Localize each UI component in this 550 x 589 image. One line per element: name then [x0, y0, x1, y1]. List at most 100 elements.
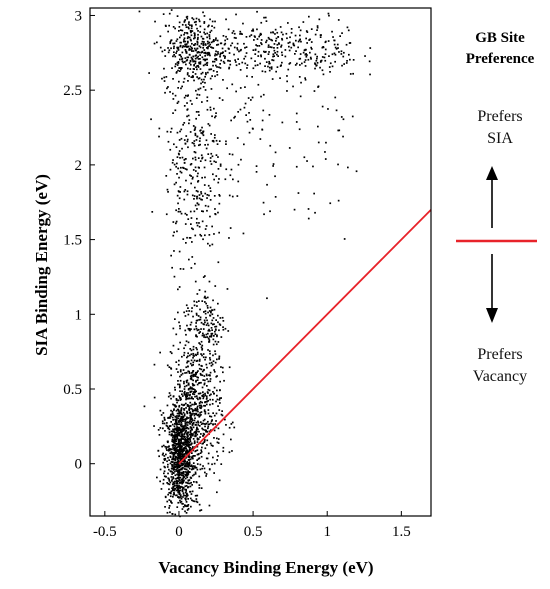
scatter-point [196, 459, 198, 461]
scatter-point [170, 430, 173, 433]
scatter-point [207, 412, 210, 415]
y-tick-label: 0.5 [63, 382, 82, 398]
scatter-point [218, 202, 221, 205]
scatter-point [194, 435, 196, 438]
scatter-point [222, 326, 224, 328]
y-axis-label: SIA Binding Energy (eV) [32, 174, 51, 356]
y-tick-label: 1 [75, 307, 83, 323]
scatter-point [204, 75, 206, 78]
scatter-point [195, 20, 197, 23]
scatter-point [177, 434, 180, 436]
scatter-point [192, 373, 195, 376]
scatter-point [193, 481, 195, 483]
scatter-point [177, 210, 180, 213]
scatter-point [209, 77, 212, 80]
scatter-point [269, 210, 271, 213]
scatter-point [159, 351, 161, 354]
scatter-point [173, 143, 175, 146]
scatter-point [179, 465, 182, 467]
scatter-point [207, 392, 209, 394]
scatter-point [196, 501, 199, 504]
scatter-point [202, 210, 204, 213]
scatter-point [211, 398, 214, 401]
scatter-point [256, 45, 259, 47]
scatter-point [168, 478, 170, 481]
scatter-point [196, 27, 198, 30]
scatter-point [213, 60, 216, 63]
scatter-point [172, 439, 175, 442]
scatter-point [202, 442, 204, 445]
scatter-point [204, 52, 207, 55]
scatter-point [192, 434, 194, 437]
scatter-point [192, 50, 195, 52]
scatter-point [190, 493, 193, 495]
scatter-point [317, 141, 320, 144]
scatter-point [194, 409, 196, 412]
scatter-point [299, 34, 301, 37]
scatter-point [196, 427, 198, 430]
scatter-point [310, 48, 313, 50]
scatter-point [196, 217, 198, 220]
scatter-point [167, 30, 169, 33]
scatter-point [205, 373, 208, 376]
scatter-point [181, 60, 184, 63]
scatter-point [213, 335, 215, 337]
scatter-point [166, 511, 169, 514]
scatter-point [163, 458, 166, 461]
scatter-point [334, 96, 337, 99]
scatter-point [223, 43, 226, 46]
scatter-point [202, 393, 205, 396]
scatter-point [192, 500, 195, 502]
scatter-point [298, 128, 301, 131]
scatter-point [181, 419, 184, 421]
scatter-point [196, 305, 198, 307]
scatter-point [191, 256, 194, 258]
scatter-point [166, 188, 169, 191]
scatter-point [257, 55, 260, 57]
scatter-point [177, 501, 180, 504]
scatter-point [242, 22, 244, 25]
scatter-point [187, 451, 190, 454]
scatter-point [199, 436, 201, 438]
scatter-point [207, 423, 210, 426]
scatter-point [265, 41, 267, 44]
scatter-point [204, 228, 207, 230]
scatter-point [176, 422, 178, 425]
scatter-point [183, 311, 185, 314]
scatter-point [205, 403, 208, 406]
scatter-point [281, 121, 284, 124]
scatter-point [192, 345, 195, 348]
scatter-point [185, 304, 188, 307]
scatter-point [171, 487, 173, 490]
scatter-point [191, 465, 193, 468]
scatter-point [185, 462, 187, 465]
scatter-point [168, 24, 170, 27]
scatter-point [181, 395, 184, 397]
scatter-point [189, 68, 192, 70]
scatter-point [200, 421, 202, 423]
scatter-point [184, 418, 186, 421]
scatter-point [302, 51, 305, 54]
scatter-point [207, 143, 209, 146]
scatter-point [169, 148, 172, 151]
scatter-point [193, 403, 195, 406]
scatter-point [331, 30, 333, 33]
legend-down-arrow-icon [486, 308, 498, 323]
scatter-point [183, 388, 186, 390]
scatter-point [197, 51, 200, 53]
scatter-point [199, 25, 202, 28]
scatter-point [238, 63, 241, 65]
scatter-point [204, 425, 206, 428]
scatter-point [188, 328, 191, 330]
scatter-point [253, 39, 255, 41]
scatter-point [195, 111, 198, 113]
scatter-point [220, 463, 223, 465]
scatter-point [208, 124, 211, 127]
scatter-point [179, 325, 181, 327]
scatter-point [168, 505, 171, 507]
scatter-point [290, 46, 293, 49]
scatter-point [188, 459, 190, 461]
scatter-point [176, 429, 178, 432]
scatter-point [187, 80, 189, 82]
scatter-point [210, 415, 213, 418]
